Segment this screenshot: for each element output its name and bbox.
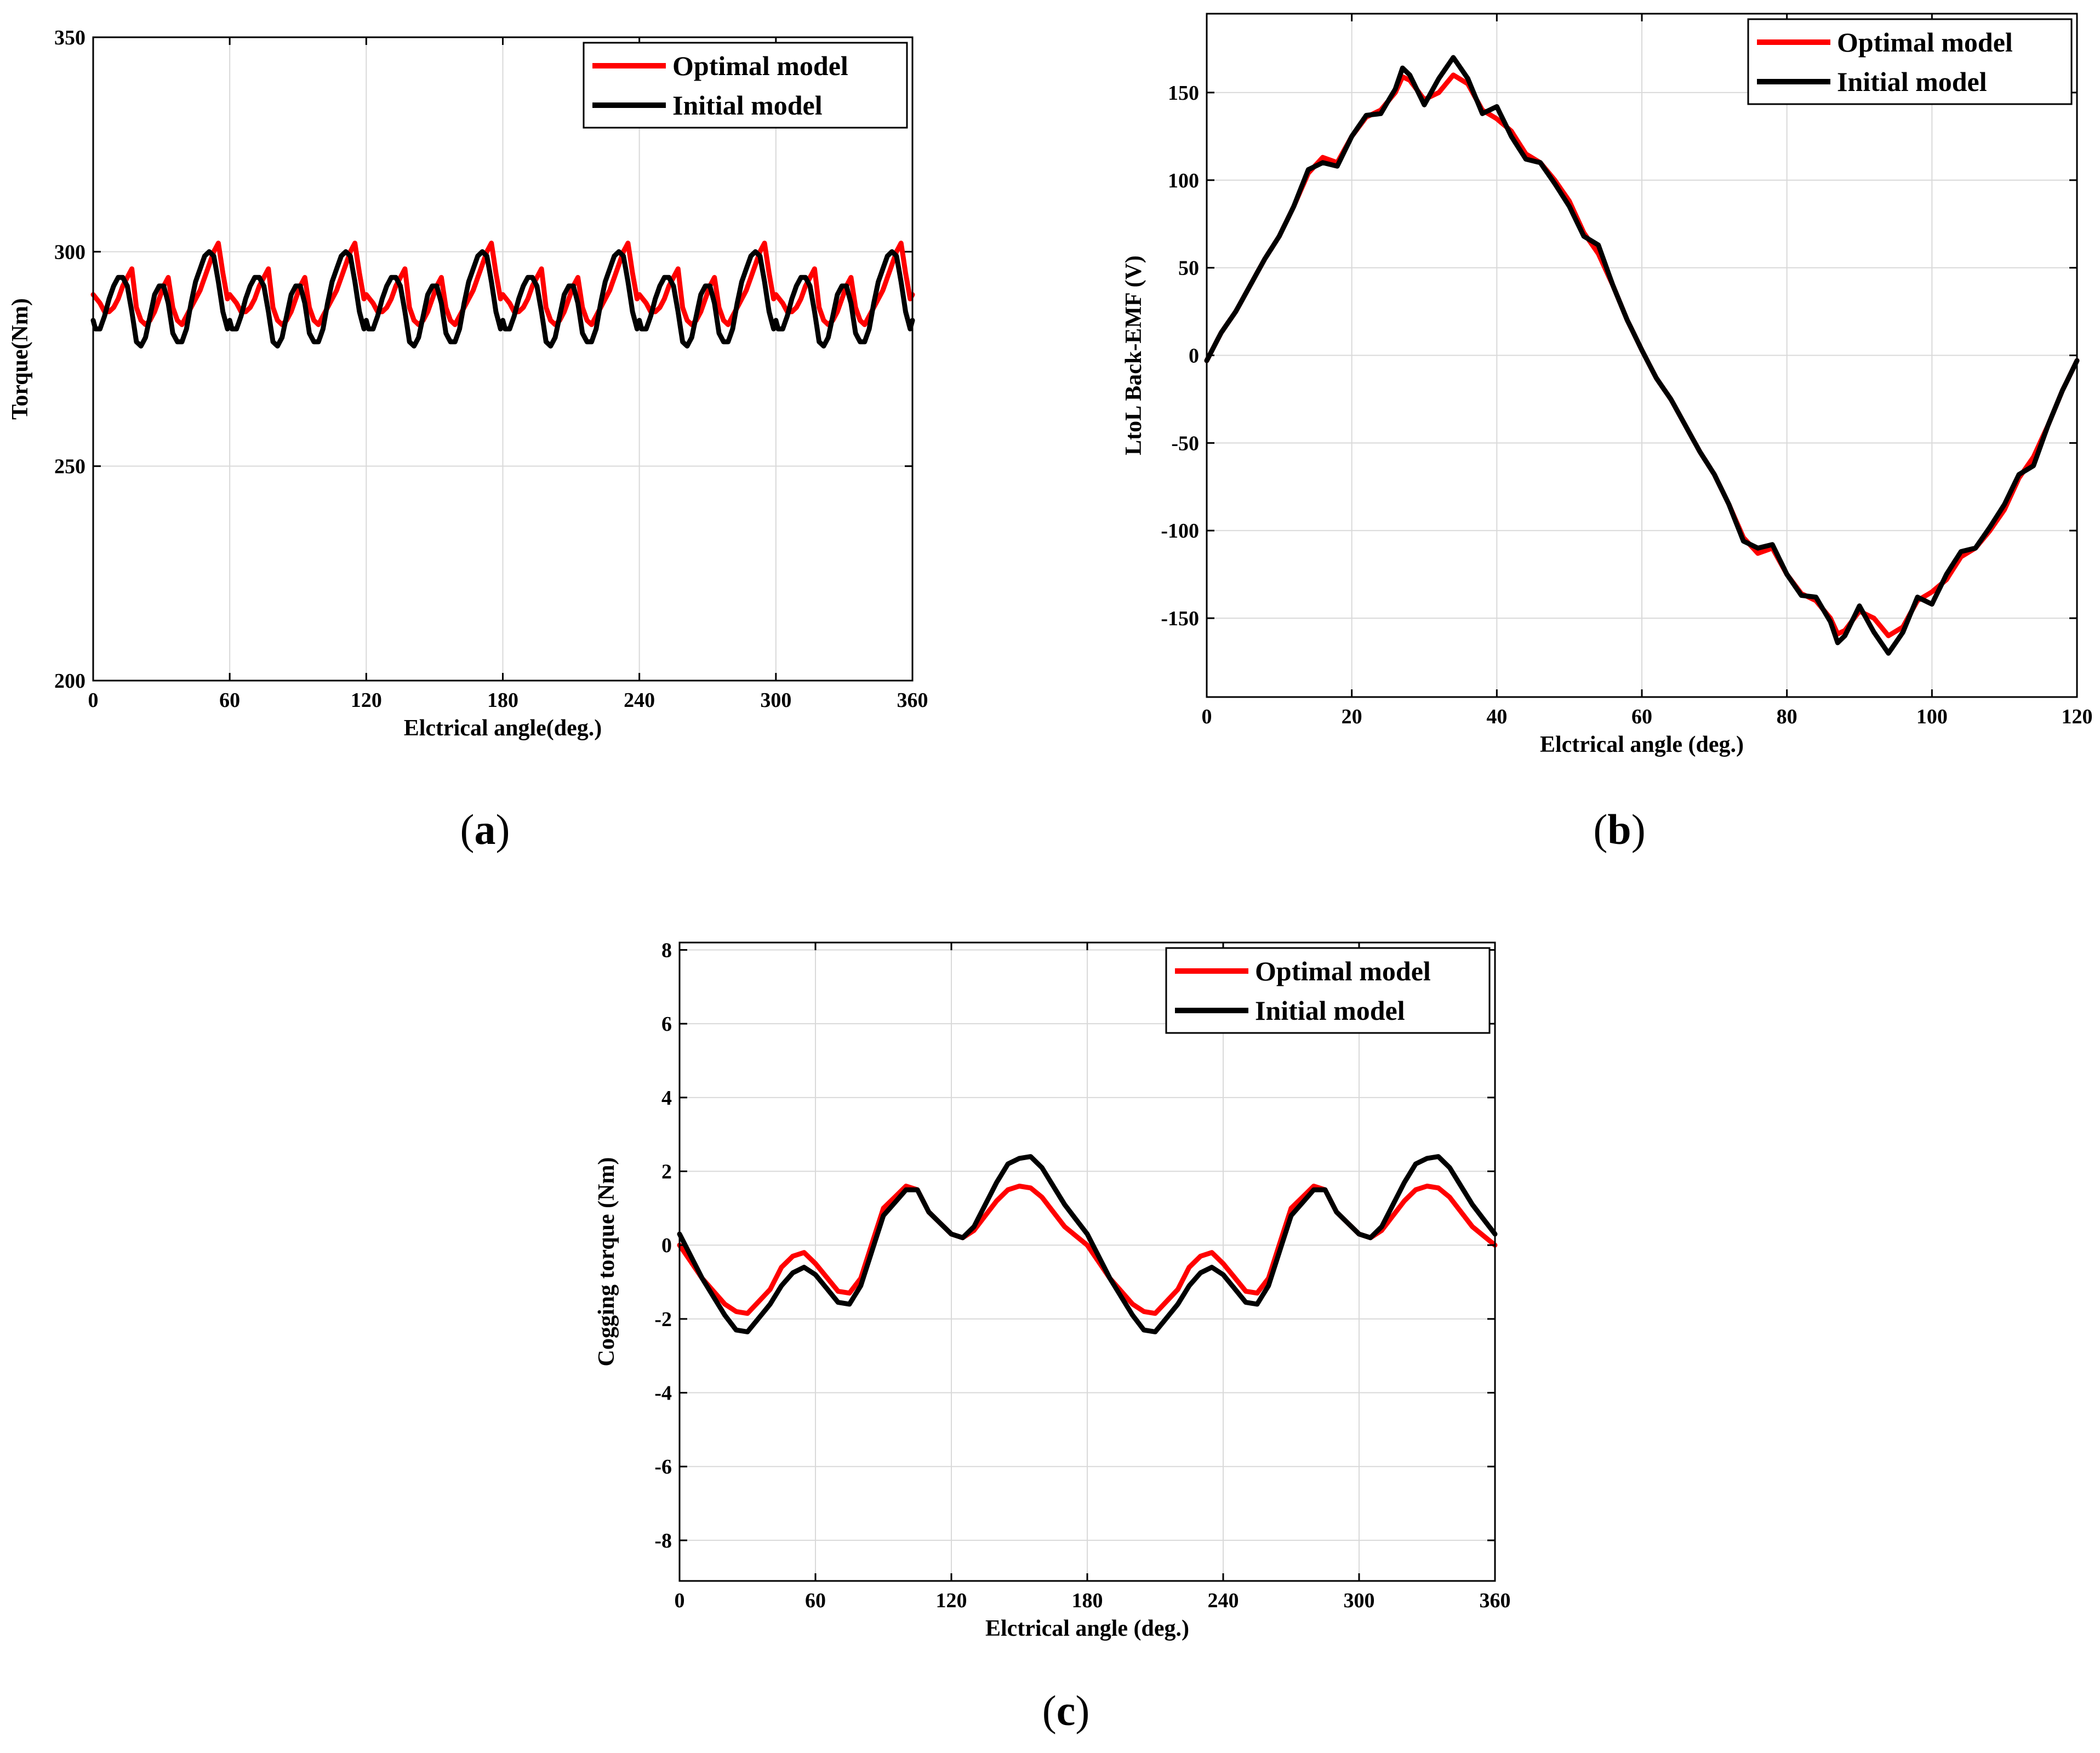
y-tick-label: 6	[661, 1013, 672, 1036]
y-axis-label: LtoL Back-EMF (V)	[1121, 255, 1146, 455]
caption-letter: a	[475, 806, 496, 853]
chart-b: 0 20 40 60 80 100 120 -150 -100 -50 0 50 100 150 Elctr…	[1121, 13, 2093, 853]
legend-label-optimal: Optimal model	[672, 50, 848, 81]
x-tick-label: 60	[1631, 705, 1652, 728]
x-tick-label: 0	[88, 689, 99, 712]
y-tick-label: 8	[661, 939, 672, 962]
x-tick-label: 100	[1916, 705, 1948, 728]
series-line-initial	[90, 249, 915, 349]
y-tick-label: 300	[54, 241, 85, 264]
caption-close: )	[496, 806, 510, 853]
y-tick-label: 2	[661, 1161, 672, 1184]
y-tick-label: 100	[1168, 169, 1199, 192]
y-tick-label: 150	[1168, 82, 1199, 105]
y-tick-label: -8	[654, 1529, 672, 1552]
legend: Optimal model Initial model	[583, 42, 908, 129]
x-tick-label: 0	[675, 1589, 685, 1612]
y-tick-label: 350	[54, 26, 85, 49]
x-tick-label: 180	[1072, 1589, 1103, 1612]
x-axis-label: Elctrical angle(deg.)	[404, 716, 602, 741]
panel-caption: (b)	[1593, 806, 1645, 853]
chart-a: 0 60 120 180 240 300 360 200 250 300 350 Elctrical …	[8, 26, 928, 853]
y-tick-label: 200	[54, 670, 85, 693]
x-axis-label: Elctrical angle (deg.)	[985, 1616, 1189, 1641]
y-tick-label: 4	[661, 1087, 672, 1110]
legend-label-initial: Initial model	[672, 90, 823, 121]
x-tick-label: 0	[1202, 705, 1212, 728]
y-tick-label: 50	[1178, 257, 1199, 280]
y-axis-label: Torque(Nm)	[8, 298, 33, 420]
x-tick-label: 360	[1480, 1589, 1511, 1612]
x-tick-label: 120	[936, 1589, 967, 1612]
y-tick-label: -4	[654, 1382, 672, 1405]
x-tick-label: 60	[805, 1589, 826, 1612]
caption-close: )	[1631, 806, 1646, 853]
x-tick-label: 20	[1342, 705, 1362, 728]
legend-label-optimal: Optimal model	[1255, 956, 1431, 986]
legend-label-optimal: Optimal model	[1837, 27, 2013, 58]
y-tick-label: -2	[654, 1308, 672, 1331]
caption-open: (	[1593, 806, 1607, 853]
series-line-initial	[1204, 55, 2080, 656]
x-tick-label: 300	[1344, 1589, 1375, 1612]
x-tick-label: 180	[487, 689, 518, 712]
y-tick-label: 0	[661, 1234, 672, 1257]
panel-caption: (a)	[460, 806, 510, 853]
legend: Optimal model Initial model	[1747, 18, 2073, 105]
y-tick-label: -150	[1161, 607, 1199, 630]
y-axis-label: Cogging torque (Nm)	[594, 1157, 619, 1367]
x-tick-label: 300	[760, 689, 791, 712]
y-tick-label: -50	[1171, 432, 1199, 455]
chart-c: 0 60 120 180 240 300 360 -8 -6 -4 -2 0 2 4 6 8 Elctrical…	[594, 939, 1511, 1734]
panel-caption: (c)	[1042, 1687, 1090, 1734]
x-tick-label: 120	[351, 689, 382, 712]
y-tick-label: -6	[654, 1455, 672, 1478]
y-tick-label: 0	[1189, 345, 1199, 368]
x-tick-label: 80	[1777, 705, 1797, 728]
legend-box	[1165, 947, 1491, 1034]
caption-close: )	[1075, 1687, 1089, 1734]
x-tick-label: 240	[624, 689, 655, 712]
caption-open: (	[460, 806, 475, 853]
series-line-optimal	[90, 241, 915, 327]
x-tick-label: 240	[1208, 1589, 1239, 1612]
caption-letter: b	[1607, 806, 1631, 853]
x-tick-label: 120	[2062, 705, 2093, 728]
y-tick-label: -100	[1161, 519, 1199, 543]
caption-letter: c	[1057, 1687, 1076, 1734]
caption-open: (	[1042, 1687, 1057, 1734]
legend: Optimal model Initial model	[1165, 947, 1491, 1034]
legend-label-initial: Initial model	[1837, 66, 1987, 97]
x-tick-label: 360	[897, 689, 928, 712]
x-tick-label: 60	[219, 689, 240, 712]
y-tick-label: 250	[54, 455, 85, 478]
series-line-initial	[677, 1154, 1498, 1334]
legend-label-initial: Initial model	[1255, 995, 1405, 1026]
legend-box	[583, 42, 908, 129]
legend-box	[1747, 18, 2073, 105]
x-tick-label: 40	[1486, 705, 1507, 728]
x-axis-label: Elctrical angle (deg.)	[1540, 732, 1744, 757]
